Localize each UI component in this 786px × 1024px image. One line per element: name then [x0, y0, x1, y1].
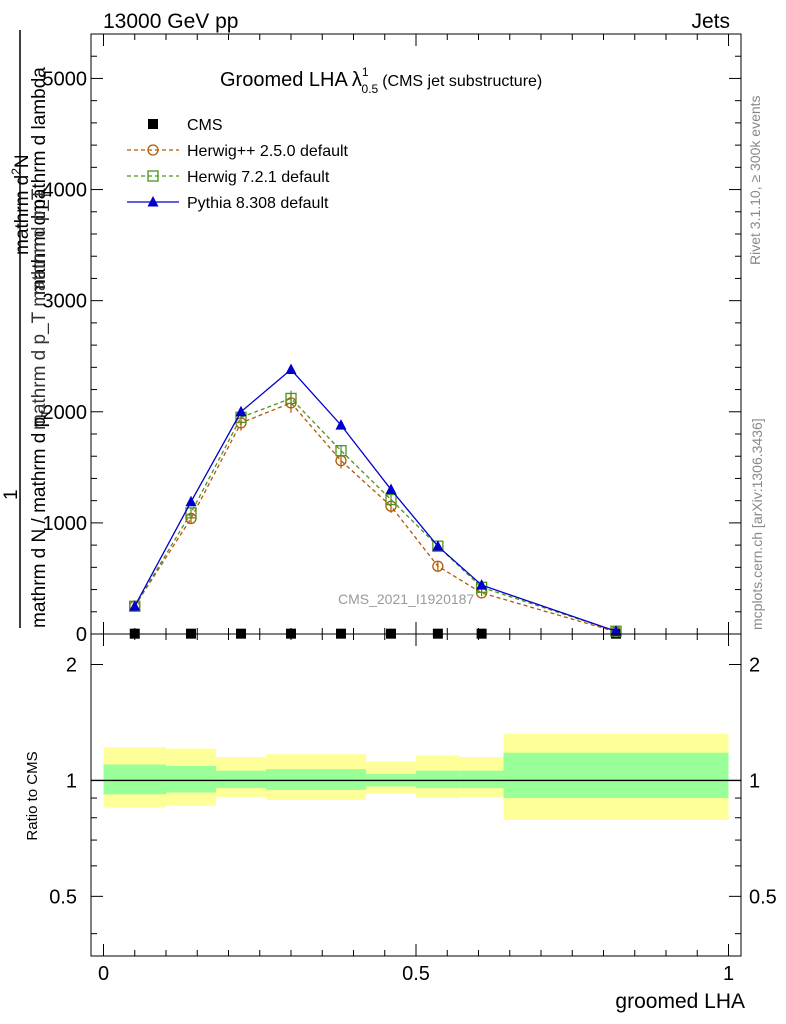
legend-marker	[148, 119, 158, 129]
legend: CMS Herwig++ 2.5.0 default Herwig 7.2.1 de…	[127, 117, 349, 212]
ratio-y-tick-label: 2	[66, 654, 77, 676]
ylabel-mid-fragment: mathrm d p_T mathrm d p_T	[29, 188, 50, 430]
legend-label: CMS	[187, 117, 223, 134]
main-panel: 0 1000 2000 3000 4000 5000	[43, 33, 742, 646]
x-tick-label: 0	[98, 963, 109, 985]
y-tick-label: 5000	[43, 68, 88, 90]
ratio-stat-band	[416, 770, 460, 789]
legend-entry: Herwig++ 2.5.0 default	[127, 143, 349, 160]
data-point	[335, 419, 347, 430]
y-tick-label: 1000	[43, 513, 88, 535]
ratio-y-tick-label-right: 2	[749, 654, 760, 676]
legend-label: Pythia 8.308 default	[187, 195, 329, 212]
y-tick-label: 0	[76, 624, 87, 646]
ratio-y-tick-label: 0.5	[49, 886, 77, 908]
ratio-panel: 0.5 0.51 12 2 0 0.5 1	[49, 633, 777, 985]
x-axis-label: groomed LHA	[615, 990, 745, 1013]
ratio-y-axis-label: Ratio to CMS	[24, 751, 41, 840]
data-point	[285, 392, 297, 405]
main-y-axis-label: mathrm d2N mathrm d pT mathrm d lambda m…	[1, 30, 53, 628]
ratio-stat-band	[103, 764, 166, 795]
data-point	[129, 600, 141, 611]
data-point	[285, 363, 297, 375]
ratio-x-ticks: 0 0.5 1	[98, 634, 734, 985]
x-tick-label: 1	[723, 963, 734, 985]
data-point	[385, 483, 397, 495]
ylabel-denominator-pt: mathrm d pT	[29, 191, 53, 295]
data-point	[185, 507, 197, 519]
data-point	[335, 445, 347, 457]
legend-marker	[147, 196, 159, 207]
legend-entry: Pythia 8.308 default	[127, 195, 329, 212]
header-energy: 13000 GeV pp	[103, 10, 238, 33]
analysis-watermark: CMS_2021_I1920187	[338, 591, 474, 607]
ylabel-numerator: mathrm d2N	[9, 154, 33, 255]
series-line	[134, 397, 617, 632]
series-line	[134, 402, 617, 633]
y-tick-label: 3000	[43, 291, 88, 313]
ratio-stat-band	[166, 766, 216, 793]
plot-title: Groomed LHA λ1 0.5 (CMS jet substructure)	[220, 65, 542, 96]
ratio-y-tick-label: 1	[66, 770, 77, 792]
legend-marker	[147, 144, 159, 156]
legend-entry: Herwig 7.2.1 default	[127, 169, 330, 186]
ratio-stat-band	[459, 770, 504, 789]
ratio-y-tick-label-right: 0.5	[749, 886, 777, 908]
data-point	[185, 495, 197, 507]
y-tick-label: 4000	[43, 180, 88, 202]
legend-marker	[147, 170, 159, 182]
ylabel-denominator-lambda: mathrm d lambda	[29, 67, 50, 215]
data-point	[235, 405, 247, 417]
rivet-version-label: Rivet 3.1.10, ≥ 300k events	[747, 95, 763, 265]
data-point	[385, 493, 397, 506]
ratio-stat-band	[503, 752, 729, 799]
legend-label: Herwig 7.2.1 default	[187, 169, 330, 186]
main-y-ticks: 0 1000 2000 3000 4000 5000	[43, 55, 741, 646]
data-point	[610, 625, 622, 636]
y-tick-label: 2000	[43, 402, 88, 424]
ratio-stat-band	[266, 769, 316, 790]
x-tick-label: 0.5	[402, 963, 430, 985]
ylabel-frac-numerator: 1	[1, 489, 22, 500]
mcplots-credit-label: mcplots.cern.ch [arXiv:1306.3436]	[749, 418, 765, 630]
legend-entry: CMS	[148, 117, 223, 134]
ratio-bands	[103, 733, 729, 820]
data-point	[432, 540, 444, 551]
data-point	[432, 560, 444, 572]
series-triangle-filled	[129, 363, 622, 636]
ylabel-frac-denominator: mathrm d N / mathrm d pT	[29, 409, 53, 628]
ratio-y-ticks: 0.5 0.5 1 1 2 2	[49, 654, 777, 935]
legend-label: Herwig++ 2.5.0 default	[187, 143, 349, 160]
ratio-stat-band	[216, 770, 266, 789]
header-process: Jets	[691, 10, 730, 33]
ratio-stat-band	[316, 769, 366, 790]
ratio-y-tick-label-right: 1	[749, 770, 760, 792]
data-point	[476, 579, 488, 590]
